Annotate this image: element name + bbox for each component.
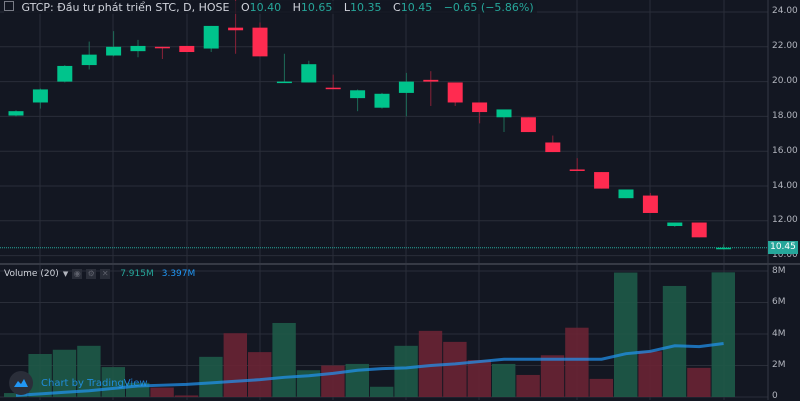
volume-bar — [467, 359, 491, 397]
last-price-tag: 10.45 — [768, 241, 798, 254]
volume-legend: Volume (20) ▼ ◉ ⚙ ✕ 7.915M 3.397M — [4, 269, 195, 279]
candle-body — [716, 247, 732, 250]
candle-body — [618, 189, 634, 199]
volume-ma-value: 3.397M — [161, 269, 196, 279]
close-label: C — [393, 1, 401, 14]
price-tick: 16.00 — [772, 146, 798, 156]
volume-bar — [565, 327, 589, 397]
volume-bar — [516, 374, 540, 397]
volume-bar — [150, 387, 174, 397]
candle-body — [8, 111, 24, 116]
watermark-text: Chart by TradingView — [41, 377, 148, 389]
candle-body — [472, 102, 488, 113]
candle-body — [325, 87, 341, 90]
high-value: 10.65 — [300, 1, 333, 14]
price-tick: 12.00 — [772, 215, 798, 225]
tradingview-watermark[interactable]: Chart by TradingView — [9, 371, 148, 395]
volume-tick: 4M — [772, 329, 786, 339]
volume-ma-line — [15, 342, 724, 397]
candle-body — [276, 81, 292, 84]
volume-bar — [687, 367, 711, 397]
volume-bar — [589, 378, 613, 397]
symbol-title: GTCP: Đầu tư phát triển STC, D, HOSE — [21, 1, 230, 14]
volume-tick: 2M — [772, 360, 786, 370]
gear-icon[interactable]: ⚙ — [86, 269, 97, 279]
eye-icon[interactable]: ◉ — [72, 269, 83, 279]
candle-body — [57, 65, 73, 82]
volume-bar — [223, 333, 247, 397]
candle-body — [594, 172, 610, 189]
low-value: 10.35 — [350, 1, 382, 14]
candle-body — [130, 45, 146, 52]
price-tick: 24.00 — [772, 6, 798, 16]
price-tick: 18.00 — [772, 111, 798, 121]
volume-bar — [662, 285, 687, 397]
candle-body — [203, 25, 219, 49]
high-label: H — [292, 1, 301, 14]
volume-bar — [443, 341, 467, 397]
candle-body — [569, 169, 585, 171]
volume-bar — [174, 395, 199, 397]
price-tick: 14.00 — [772, 181, 798, 191]
price-tick: 22.00 — [772, 41, 798, 51]
volume-bar — [28, 354, 52, 397]
candle-body — [228, 27, 244, 31]
candle-body — [667, 222, 683, 227]
volume-label[interactable]: Volume (20) — [4, 269, 59, 279]
tradingview-logo-icon — [9, 371, 33, 395]
candle-body — [81, 54, 97, 66]
volume-bar — [4, 393, 28, 397]
legend-toggle-icon[interactable] — [4, 1, 14, 11]
volume-bar — [540, 355, 565, 397]
candle-body — [447, 82, 463, 103]
open-value: 10.40 — [249, 1, 282, 14]
change-value: −0.65 (−5.86%) — [443, 1, 534, 14]
volume-bar — [370, 386, 394, 397]
symbol-legend: GTCP: Đầu tư phát triển STC, D, HOSE O10… — [4, 1, 537, 14]
candle-body — [154, 46, 170, 49]
candle-body — [32, 89, 48, 103]
candle-body — [496, 109, 512, 118]
close-icon[interactable]: ✕ — [100, 269, 111, 279]
low-label: L — [343, 1, 351, 14]
open-label: O — [240, 1, 250, 14]
candle-body — [545, 142, 561, 153]
candle-body — [520, 117, 536, 133]
candle-body — [691, 222, 707, 238]
candle-body — [301, 64, 317, 83]
candle-body — [106, 46, 122, 56]
volume-tick: 0 — [772, 391, 778, 401]
volume-bar — [272, 322, 296, 397]
volume-bar — [321, 365, 345, 397]
volume-tick: 6M — [772, 297, 786, 307]
volume-bar — [394, 345, 418, 397]
price-tick: 10.00 — [772, 250, 798, 260]
volume-bar — [638, 351, 662, 397]
candle-body — [252, 27, 268, 57]
volume-bar — [614, 272, 638, 397]
volume-bar — [52, 349, 77, 397]
chevron-down-icon[interactable]: ▼ — [62, 270, 69, 278]
candle-body — [179, 45, 195, 53]
close-value: 10.45 — [400, 1, 433, 14]
candle-body — [398, 81, 414, 93]
candle-body — [423, 79, 439, 82]
price-tick: 20.00 — [772, 76, 798, 86]
candle-body — [350, 90, 366, 99]
volume-bar — [77, 345, 101, 397]
volume-bar — [248, 352, 272, 397]
volume-bar — [199, 356, 223, 397]
volume-tick: 8M — [772, 266, 786, 276]
candle-body — [642, 195, 658, 213]
last-volume: 7.915M — [120, 269, 154, 279]
volume-bar — [711, 272, 735, 397]
volume-bar — [418, 330, 443, 397]
candle-body — [374, 93, 390, 108]
volume-bar — [492, 363, 516, 397]
